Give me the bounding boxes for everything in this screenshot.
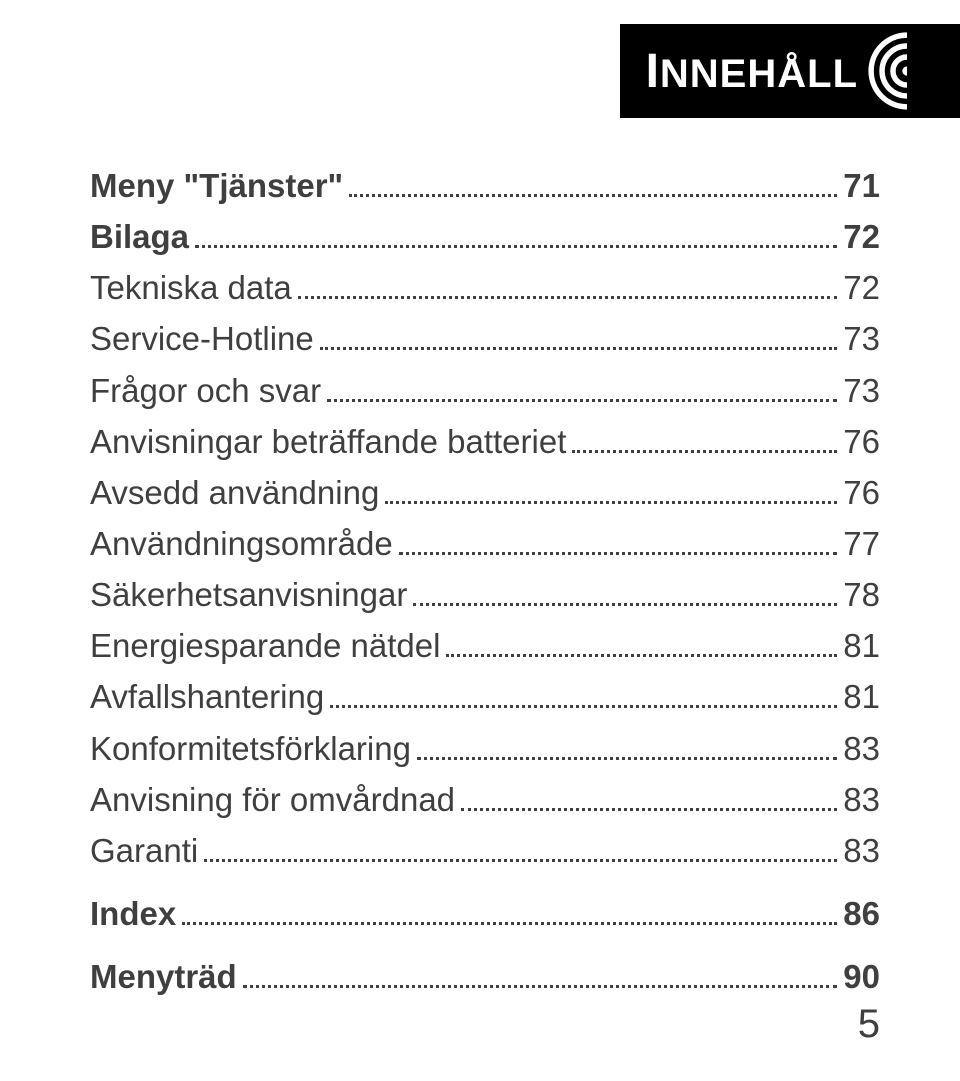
toc-leader [385, 483, 837, 504]
toc-row: Energiesparande nätdel 81 [90, 620, 880, 671]
toc-leader [417, 738, 837, 759]
toc-label: Avsedd användning [90, 467, 379, 518]
toc-row: Säkerhetsanvisningar 78 [90, 569, 880, 620]
toc-page: 76 [843, 416, 880, 467]
toc-leader [320, 329, 838, 350]
toc-row: Index 86 [90, 888, 880, 939]
toc-row: Avfallshantering 81 [90, 671, 880, 722]
toc-leader [399, 534, 838, 555]
toc-row: Anvisning för omvårdnad 83 [90, 774, 880, 825]
toc-page: 73 [843, 313, 880, 364]
toc-label: Frågor och svar [90, 365, 321, 416]
toc-row: Service-Hotline 73 [90, 313, 880, 364]
header-banner: INNEHÅLL [620, 24, 960, 118]
toc-label: Bilaga [90, 211, 189, 262]
toc-label: Anvisningar beträffande batteriet [90, 416, 566, 467]
toc-leader [413, 585, 837, 606]
toc-row: Garanti 83 [90, 825, 880, 876]
toc-page: 86 [843, 888, 880, 939]
toc-leader [461, 790, 837, 811]
toc-label: Garanti [90, 825, 198, 876]
toc-label: Anvisning för omvårdnad [90, 774, 455, 825]
header-title: INNEHÅLL [646, 44, 858, 99]
toc-row: Frågor och svar 73 [90, 365, 880, 416]
toc-page: 72 [843, 262, 880, 313]
toc-page: 72 [843, 211, 880, 262]
toc-label: Energiesparande nätdel [90, 620, 440, 671]
toc-row: Meny "Tjänster" 71 [90, 160, 880, 211]
toc-label: Konformitetsförklaring [90, 723, 411, 774]
toc-page: 81 [843, 671, 880, 722]
toc-page: 73 [843, 365, 880, 416]
header-title-rest: NNEHÅLL [660, 52, 858, 96]
toc-row: Bilaga 72 [90, 211, 880, 262]
toc-leader [572, 432, 837, 453]
toc-page: 83 [843, 825, 880, 876]
toc-row: Anvisningar beträffande batteriet 76 [90, 416, 880, 467]
header-title-cap: I [646, 45, 660, 98]
toc-leader [204, 841, 837, 862]
page: INNEHÅLL Meny "Tjänster"71Bilaga72Teknis… [0, 0, 960, 1081]
toc-page: 83 [843, 723, 880, 774]
toc-row: Tekniska data 72 [90, 262, 880, 313]
toc-leader [349, 176, 837, 197]
toc-row: Konformitetsförklaring 83 [90, 723, 880, 774]
toc-leader [330, 687, 837, 708]
toc-page: 90 [843, 951, 880, 1002]
toc-page: 71 [843, 160, 880, 211]
toc-label: Service-Hotline [90, 313, 314, 364]
toc-row: Användningsområde 77 [90, 518, 880, 569]
toc-leader [182, 904, 837, 925]
toc-label: Användningsområde [90, 518, 393, 569]
toc-page: 76 [843, 467, 880, 518]
toc-leader [327, 380, 837, 401]
toc-label: Meny "Tjänster" [90, 160, 343, 211]
toc-leader [195, 227, 837, 248]
toc-spacer [90, 876, 880, 888]
toc-page: 78 [843, 569, 880, 620]
toc-page: 81 [843, 620, 880, 671]
toc-leader [243, 967, 838, 988]
toc-row: Menyträd 90 [90, 951, 880, 1002]
concentric-rings-icon [868, 32, 946, 110]
toc-row: Avsedd användning 76 [90, 467, 880, 518]
toc-label: Tekniska data [90, 262, 292, 313]
toc-page: 77 [843, 518, 880, 569]
toc-label: Säkerhetsanvisningar [90, 569, 407, 620]
table-of-contents: Meny "Tjänster" 71 Bilaga 72 Tekniska data 72… [90, 160, 880, 1002]
toc-label: Menyträd [90, 951, 237, 1002]
toc-page: 83 [843, 774, 880, 825]
toc-leader [446, 636, 837, 657]
toc-spacer [90, 939, 880, 951]
toc-leader [298, 278, 837, 299]
toc-label: Index [90, 888, 176, 939]
toc-label: Avfallshantering [90, 671, 324, 722]
page-number: 5 [858, 1002, 880, 1047]
